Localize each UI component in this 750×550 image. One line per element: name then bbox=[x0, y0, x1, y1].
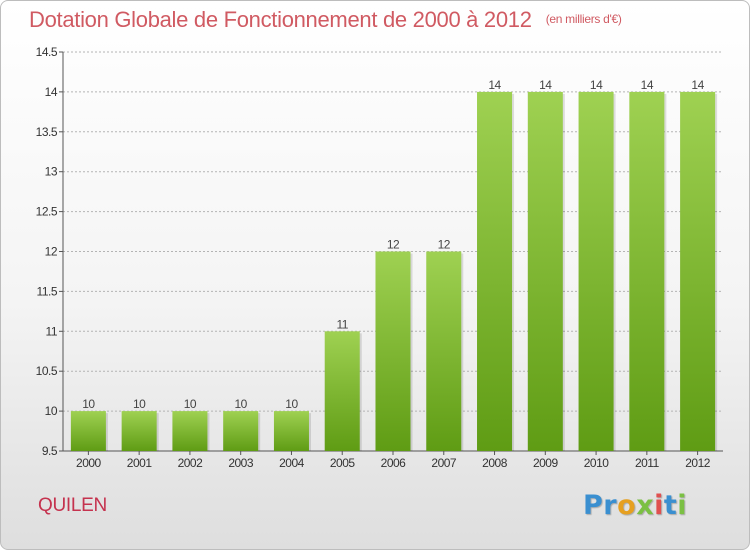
bars bbox=[70, 91, 718, 452]
bar-value-label: 10 bbox=[133, 397, 146, 411]
bar-value-label: 14 bbox=[488, 78, 501, 92]
bar-value-label: 12 bbox=[387, 238, 400, 252]
y-tick-label: 9.5 bbox=[42, 444, 58, 458]
x-tick-label: 2001 bbox=[127, 456, 153, 470]
title-text: Dotation Globale de Fonctionnement de 20… bbox=[29, 7, 532, 32]
bar bbox=[172, 411, 208, 451]
bar-value-label: 10 bbox=[285, 397, 298, 411]
commune-name: QUILEN bbox=[38, 495, 107, 516]
x-tick-label: 2007 bbox=[431, 456, 457, 470]
bar bbox=[70, 411, 106, 451]
y-tick-label: 10 bbox=[45, 404, 58, 418]
bar bbox=[375, 251, 411, 451]
title-unit: (en milliers d'€) bbox=[545, 12, 622, 26]
x-tick-label: 2009 bbox=[533, 456, 559, 470]
y-tick-label: 12 bbox=[45, 245, 58, 259]
x-tick-label: 2004 bbox=[279, 456, 305, 470]
bar bbox=[426, 251, 462, 451]
bar-value-label: 11 bbox=[336, 317, 348, 331]
y-tick-label: 14.5 bbox=[36, 45, 58, 59]
bar bbox=[324, 331, 360, 451]
y-tick-label: 11.5 bbox=[37, 284, 58, 298]
x-tick-label: 2002 bbox=[178, 456, 204, 470]
bar bbox=[223, 411, 259, 451]
bar bbox=[477, 91, 513, 452]
y-tick-label: 13 bbox=[45, 165, 58, 179]
bar bbox=[578, 91, 614, 452]
bar bbox=[273, 411, 309, 451]
bar-value-label: 10 bbox=[184, 397, 197, 411]
x-tick-label: 2000 bbox=[76, 456, 102, 470]
y-tick-label: 10.5 bbox=[36, 364, 58, 378]
proxiti-logo: Proxiti bbox=[583, 490, 688, 521]
x-tick-label: 2010 bbox=[584, 456, 610, 470]
bar bbox=[680, 91, 716, 452]
bar bbox=[629, 91, 665, 452]
bar-value-label: 14 bbox=[539, 78, 552, 92]
y-tick-label: 11 bbox=[46, 324, 58, 338]
y-tick-label: 14 bbox=[45, 85, 58, 99]
x-tick-label: 2008 bbox=[482, 456, 508, 470]
bar-value-label: 12 bbox=[438, 238, 451, 252]
y-tick-label: 12.5 bbox=[36, 205, 58, 219]
x-tick-label: 2006 bbox=[381, 456, 407, 470]
x-tick-label: 2005 bbox=[330, 456, 356, 470]
bar bbox=[121, 411, 157, 451]
bar-value-label: 14 bbox=[590, 78, 603, 92]
bar-value-label: 14 bbox=[691, 78, 704, 92]
x-tick-label: 2003 bbox=[228, 456, 254, 470]
bar bbox=[527, 91, 563, 452]
bar-value-label: 10 bbox=[235, 397, 248, 411]
bar-value-label: 10 bbox=[82, 397, 95, 411]
data-labels: 10 10 10 10 10 11 12 12 14 14 14 14 14 bbox=[82, 78, 705, 411]
bar-value-label: 14 bbox=[641, 78, 654, 92]
y-tick-label: 13.5 bbox=[36, 125, 58, 139]
x-tick-label: 2011 bbox=[635, 456, 660, 470]
chart-title: Dotation Globale de Fonctionnement de 20… bbox=[29, 7, 622, 33]
x-tick-label: 2012 bbox=[685, 456, 711, 470]
